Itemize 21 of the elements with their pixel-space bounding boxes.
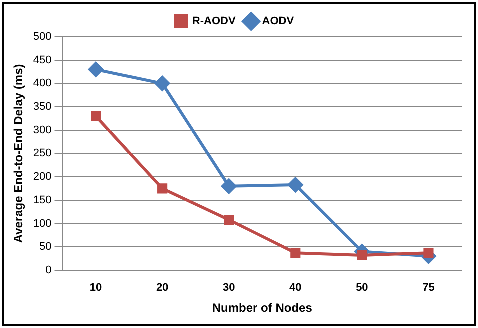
y-tick-label: 50 xyxy=(40,241,52,254)
y-tick-label: 0 xyxy=(46,264,52,276)
y-axis-title: Average End-to-End Delay (ms) xyxy=(12,64,26,244)
y-tick-label: 150 xyxy=(33,194,52,206)
x-axis-title: Number of Nodes xyxy=(212,301,313,316)
x-tick-label: 20 xyxy=(156,282,169,294)
x-tick-label: 40 xyxy=(290,282,302,294)
y-tick-label: 300 xyxy=(33,124,52,136)
y-tick-label: 450 xyxy=(33,54,52,66)
x-tick-label: 10 xyxy=(90,282,102,294)
legend-label: AODV xyxy=(262,16,295,28)
y-tick-label: 250 xyxy=(33,148,52,160)
x-tick-label: 30 xyxy=(222,282,236,294)
x-tick-label: 75 xyxy=(422,282,435,294)
y-tick-label: 350 xyxy=(33,101,52,114)
y-tick-label: 500 xyxy=(33,31,52,44)
y-tick-label: 200 xyxy=(33,171,52,184)
y-tick-label: 400 xyxy=(33,78,52,90)
y-tick-label: 100 xyxy=(33,218,52,230)
legend-label: R-AODV xyxy=(192,16,236,28)
x-tick-label: 50 xyxy=(356,282,368,294)
